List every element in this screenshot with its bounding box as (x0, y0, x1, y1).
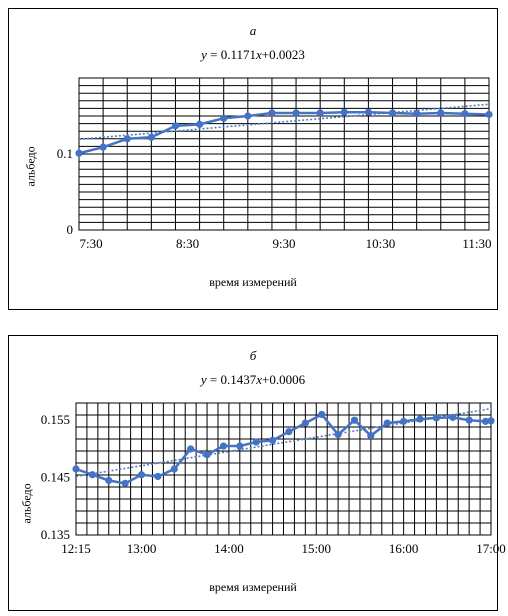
data-point (383, 419, 391, 427)
data-point (121, 479, 129, 487)
panel-letter-b: б (249, 348, 257, 363)
x-tick-label: 9:30 (272, 236, 295, 251)
data-point (350, 416, 359, 424)
data-point (187, 445, 195, 453)
trendline-equation-a: y = 0.1171x+0.0023 (201, 47, 305, 62)
data-point (220, 114, 228, 122)
x-tick-label: 15:00 (301, 541, 331, 556)
data-point (285, 428, 293, 436)
data-point (219, 442, 228, 450)
data-point (367, 432, 375, 440)
x-tick-label: 11:30 (462, 236, 491, 251)
data-point (203, 451, 211, 459)
eq-y-b: y (200, 372, 207, 387)
data-point (105, 476, 113, 485)
data-point (413, 110, 421, 118)
plot-area-b: 0.135 0.145 0.155 12:15 13:00 14:00 15:00 16:00… (41, 402, 506, 556)
eq-x-b: x (256, 372, 263, 387)
data-point (147, 133, 155, 141)
data-point (388, 109, 397, 117)
data-point (334, 430, 342, 439)
data-point (244, 112, 252, 120)
x-tick-label: 17:00 (476, 541, 506, 556)
data-point (171, 122, 180, 130)
data-point (449, 413, 457, 421)
trendline (78, 103, 490, 141)
eq-intercept-b: +0.0006 (262, 372, 306, 387)
data-point (340, 108, 348, 116)
eq-slope-a: 0.1171 (220, 47, 257, 62)
x-tick-label: 12:15 (61, 541, 91, 556)
data-point (268, 436, 277, 444)
chart-panel-a: а y = 0.1171x+0.0023 альбедо время измер… (8, 8, 498, 310)
y-tick-label: 0.145 (41, 470, 70, 485)
data-point (364, 108, 373, 116)
data-point (487, 417, 495, 425)
data-point (236, 442, 244, 450)
data-point (301, 419, 309, 427)
data-point (432, 414, 440, 422)
eq-y-a: y (201, 47, 207, 62)
trendline-equation-b: y = 0.1437x+0.0006 (200, 372, 306, 387)
data-point (400, 417, 408, 425)
eq-x-a: x (256, 47, 262, 62)
panel-letter-a: а (249, 23, 257, 38)
plot-area-a: 0 0.1 7:30 8:30 9:30 10:30 11:30 (57, 77, 493, 251)
x-tick-label: 14:00 (214, 541, 244, 556)
y-tick-label: 0.135 (41, 527, 70, 542)
data-point (461, 110, 469, 118)
data-point (195, 120, 204, 128)
data-point (137, 471, 146, 479)
data-point (99, 143, 107, 151)
data-point (292, 109, 300, 117)
data-point (252, 438, 260, 446)
x-axis-label-a: время измерений (209, 275, 297, 289)
data-point (154, 472, 162, 481)
data-point (123, 135, 131, 143)
y-tick-label: 0.155 (41, 412, 70, 427)
x-tick-label: 7:30 (79, 236, 102, 251)
series-line (78, 110, 490, 155)
y-tick-label: 0 (67, 222, 74, 237)
data-point (465, 416, 473, 424)
x-tick-label: 16:00 (389, 541, 419, 556)
data-point (72, 465, 80, 473)
data-point (481, 417, 490, 425)
data-point (316, 109, 324, 117)
data-point (170, 465, 178, 473)
x-tick-label: 10:30 (366, 236, 396, 251)
x-tick-label: 13:00 (127, 541, 157, 556)
data-point (437, 109, 445, 117)
x-axis-label-b: время измерений (209, 580, 297, 594)
data-point (485, 110, 493, 119)
eq-slope-b: 0.1437 (220, 372, 257, 387)
data-point (416, 415, 424, 423)
data-point (75, 149, 83, 157)
x-tick-label: 8:30 (176, 236, 199, 251)
data-point (88, 471, 96, 479)
eq-intercept-a: +0.0023 (261, 47, 305, 62)
y-tick-label: 0.1 (57, 146, 73, 161)
data-point (268, 109, 276, 117)
data-point (318, 410, 326, 419)
chart-panel-b: б y = 0.1437x+0.0006 альбедо время измер… (8, 335, 506, 611)
